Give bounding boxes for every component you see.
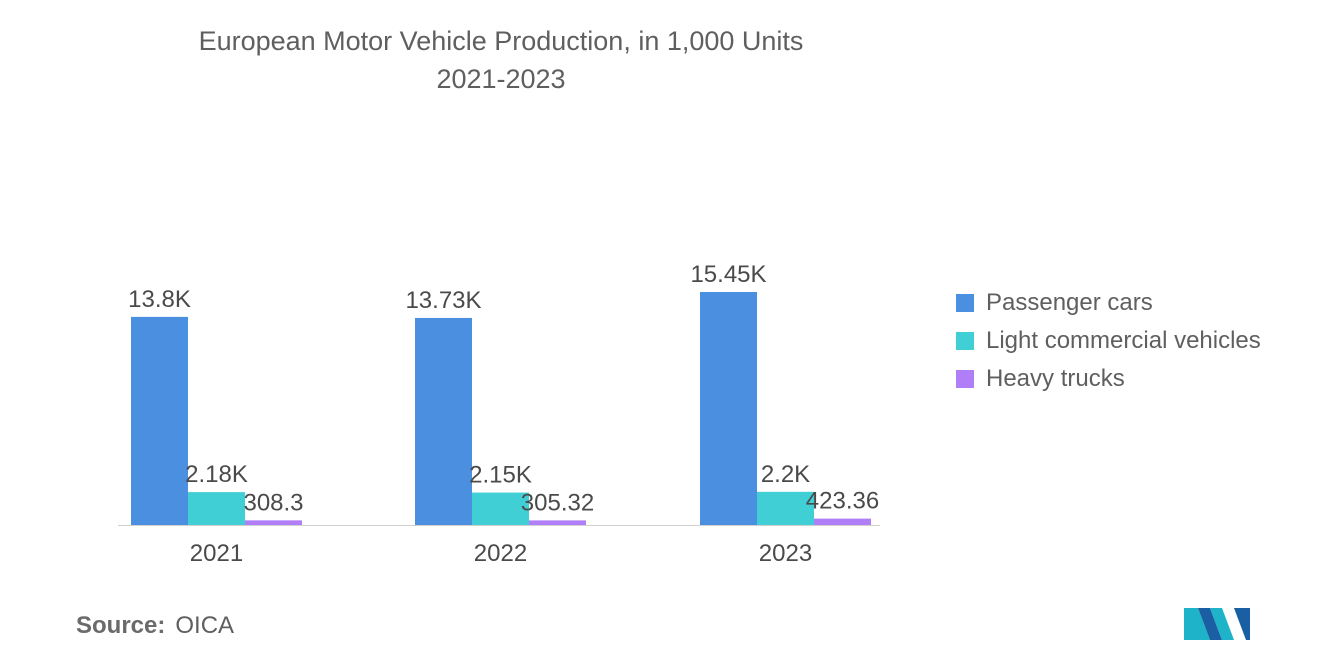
legend-label-light-commercial-vehicles: Light commercial vehicles bbox=[986, 327, 1261, 354]
bar-light-commercial-vehicles-2022 bbox=[472, 492, 529, 525]
legend-swatch-light-commercial-vehicles bbox=[956, 332, 974, 350]
legend-swatch-heavy-trucks bbox=[956, 370, 974, 388]
bar-heavy-trucks-2021 bbox=[245, 520, 302, 525]
bar-light-commercial-vehicles-2023 bbox=[757, 491, 814, 525]
data-label-heavy-trucks-2023: 423.36 bbox=[806, 488, 879, 515]
mordor-intelligence-logo bbox=[1184, 608, 1250, 640]
source-note: Source: OICA bbox=[76, 612, 234, 640]
bar-passenger-cars-2023 bbox=[700, 292, 757, 525]
chart-subtitle: 2021-2023 bbox=[436, 64, 566, 94]
data-label-light-commercial-vehicles-2022: 2.15K bbox=[469, 462, 532, 489]
legend-item-light-commercial-vehicles: Light commercial vehicles bbox=[956, 322, 1261, 360]
legend-label-heavy-trucks: Heavy trucks bbox=[986, 365, 1125, 392]
bar-passenger-cars-2021 bbox=[131, 316, 188, 525]
data-label-light-commercial-vehicles-2021: 2.18K bbox=[185, 461, 248, 488]
legend-item-passenger-cars: Passenger cars bbox=[956, 284, 1261, 322]
data-label-heavy-trucks-2021: 308.3 bbox=[243, 489, 303, 516]
data-label-light-commercial-vehicles-2023: 2.2K bbox=[761, 461, 810, 488]
legend-item-heavy-trucks: Heavy trucks bbox=[956, 360, 1261, 398]
bar-heavy-trucks-2023 bbox=[814, 518, 871, 525]
chart-legend: Passenger cars Light commercial vehicles… bbox=[956, 284, 1261, 398]
x-tick-label-2022: 2022 bbox=[474, 540, 527, 567]
legend-label-passenger-cars: Passenger cars bbox=[986, 289, 1153, 316]
bar-heavy-trucks-2022 bbox=[529, 520, 586, 525]
bar-passenger-cars-2022 bbox=[415, 317, 472, 525]
chart-title: European Motor Vehicle Production, in 1,… bbox=[198, 26, 804, 56]
data-label-heavy-trucks-2022: 305.32 bbox=[521, 489, 594, 516]
data-label-passenger-cars-2021: 13.8K bbox=[128, 286, 191, 313]
x-tick-label-2021: 2021 bbox=[190, 540, 243, 567]
source-value: OICA bbox=[175, 612, 235, 639]
data-label-passenger-cars-2022: 13.73K bbox=[405, 287, 481, 314]
x-tick-label-2023: 2023 bbox=[759, 540, 812, 567]
source-label: Source: bbox=[76, 612, 166, 639]
bar-light-commercial-vehicles-2021 bbox=[188, 492, 245, 525]
data-label-passenger-cars-2023: 15.45K bbox=[690, 261, 766, 288]
legend-swatch-passenger-cars bbox=[956, 294, 974, 312]
